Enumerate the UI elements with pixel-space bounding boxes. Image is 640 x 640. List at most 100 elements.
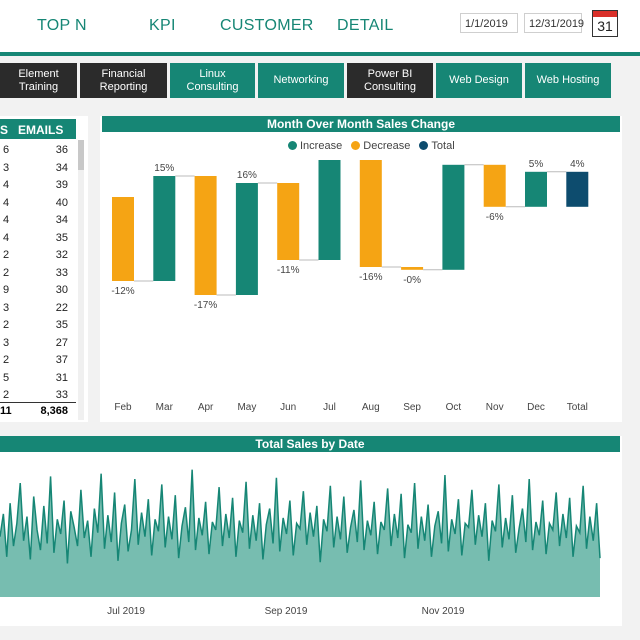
waterfall-x-tick: Nov: [486, 402, 504, 413]
row-emails: 31: [55, 371, 68, 384]
waterfall-x-tick: Mar: [156, 402, 174, 413]
legend-increase: Increase: [288, 140, 342, 152]
area-x-tick: Sep 2019: [265, 606, 308, 617]
waterfall-data-label: -6%: [486, 212, 504, 223]
waterfall-bar-nov[interactable]: [483, 164, 506, 207]
row-emails: 22: [55, 301, 68, 314]
sales-line: [0, 469, 601, 564]
table-total-row: 11 8,368: [0, 402, 76, 421]
waterfall-data-label: 15%: [443, 160, 463, 163]
waterfall-bar-jun[interactable]: [277, 183, 300, 260]
nav-top-n[interactable]: TOP N: [37, 17, 87, 34]
waterfall-bar-mar[interactable]: [153, 176, 176, 281]
nav-detail[interactable]: DETAIL: [337, 17, 394, 34]
category-button[interactable]: Linux Consulting: [170, 63, 255, 98]
waterfall-bar-oct[interactable]: [442, 164, 465, 270]
table-row: 6 36: [0, 142, 80, 160]
waterfall-data-label: -17%: [194, 300, 217, 311]
row-emails: 33: [55, 389, 68, 401]
row-col1: 2: [3, 266, 10, 279]
waterfall-bar-feb[interactable]: [112, 197, 134, 281]
row-emails: 34: [55, 161, 68, 174]
waterfall-x-tick: Oct: [446, 402, 462, 413]
row-col1: 2: [3, 249, 10, 261]
table-scrollbar[interactable]: [78, 140, 84, 420]
category-button[interactable]: Financial Reporting: [80, 63, 167, 98]
category-button[interactable]: Web Hosting: [525, 63, 611, 98]
row-col1: 4: [3, 214, 10, 226]
row-col1: 2: [3, 389, 10, 401]
table-row: 3 34: [0, 160, 80, 178]
row-col1: 4: [3, 196, 10, 209]
waterfall-chart: -12% Feb 15% Mar -17% Apr 16% May -11% Jun 15% Jul -…: [111, 160, 589, 413]
waterfall-x-tick: Total: [567, 402, 588, 413]
row-col1: 9: [3, 284, 10, 296]
waterfall-data-label: 4%: [570, 160, 585, 170]
waterfall-data-label: 5%: [529, 160, 544, 170]
waterfall-x-tick: Jun: [280, 402, 296, 413]
waterfall-bar-jul[interactable]: [318, 160, 341, 260]
row-emails: 30: [55, 284, 68, 296]
table-row: 2 33: [0, 265, 80, 283]
category-button[interactable]: Power BI Consulting: [347, 63, 433, 98]
start-date-input[interactable]: 1/1/2019: [460, 13, 518, 33]
table-row: 5 31: [0, 370, 80, 388]
waterfall-data-label: 16%: [237, 170, 257, 181]
waterfall-data-label: -16%: [359, 272, 382, 283]
row-col1: 2: [3, 319, 10, 331]
col2-header: EMAILS: [18, 123, 64, 137]
category-button[interactable]: Web Design: [436, 63, 522, 98]
waterfall-x-tick: Aug: [362, 402, 380, 413]
waterfall-x-tick: Feb: [114, 402, 132, 413]
waterfall-data-label: -0%: [403, 275, 421, 286]
row-emails: 32: [55, 249, 68, 261]
table-row: 4 34: [0, 212, 80, 230]
row-emails: 39: [55, 179, 68, 191]
legend-decrease: Decrease: [351, 140, 410, 152]
calendar-icon[interactable]: 31: [592, 10, 618, 37]
waterfall-data-label: -12%: [111, 286, 134, 297]
row-emails: 34: [55, 214, 68, 226]
table-row: 3 22: [0, 300, 80, 318]
category-button[interactable]: Networking: [258, 63, 344, 98]
table-header: S EMAILS: [0, 119, 76, 139]
row-emails: 36: [55, 144, 68, 156]
end-date-input[interactable]: 12/31/2019: [524, 13, 584, 33]
nav-customer[interactable]: CUSTOMER: [220, 17, 314, 34]
total-col2: 8,368: [40, 405, 68, 417]
table-row: 4 39: [0, 177, 80, 195]
row-col1: 4: [3, 179, 10, 191]
sales-area: [0, 469, 600, 597]
waterfall-x-tick: Apr: [198, 402, 214, 413]
total-col1: 11: [0, 405, 12, 417]
calendar-day: 31: [597, 18, 613, 34]
row-col1: 3: [3, 301, 10, 314]
row-col1: 2: [3, 354, 10, 366]
waterfall-bar-total[interactable]: [566, 171, 589, 207]
area-chart: Jul 2019 Sep 2019 Nov 2019: [0, 469, 601, 617]
row-emails: 35: [55, 319, 68, 331]
col1-header: S: [0, 123, 9, 137]
row-emails: 35: [55, 231, 68, 244]
waterfall-data-label: -11%: [277, 265, 300, 276]
table-row: 3 27: [0, 335, 80, 353]
row-emails: 27: [55, 336, 68, 349]
scrollbar-thumb[interactable]: [78, 140, 84, 170]
waterfall-bar-apr[interactable]: [194, 176, 217, 295]
table-row: 9 30: [0, 282, 80, 300]
category-button[interactable]: Element Training: [0, 63, 77, 98]
waterfall-bar-may[interactable]: [235, 183, 258, 295]
waterfall-bar-sep[interactable]: [401, 267, 424, 270]
area-x-tick: Nov 2019: [422, 606, 465, 617]
row-emails: 40: [55, 196, 68, 209]
row-col1: 6: [3, 144, 10, 156]
email-table-panel: S EMAILS 6 36 3 34 4 39 4 40 4 34 4 35 2 32 2 33 9 30 3 22 2…: [0, 116, 88, 422]
nav-kpi[interactable]: KPI: [149, 17, 176, 34]
waterfall-bar-aug[interactable]: [359, 160, 382, 267]
waterfall-title: Month Over Month Sales Change: [102, 116, 620, 132]
table-row: 2 33: [0, 387, 80, 405]
legend-total: Total: [419, 140, 455, 152]
row-col1: 3: [3, 161, 10, 174]
waterfall-x-tick: Jul: [323, 402, 336, 413]
waterfall-bar-dec[interactable]: [525, 171, 547, 207]
